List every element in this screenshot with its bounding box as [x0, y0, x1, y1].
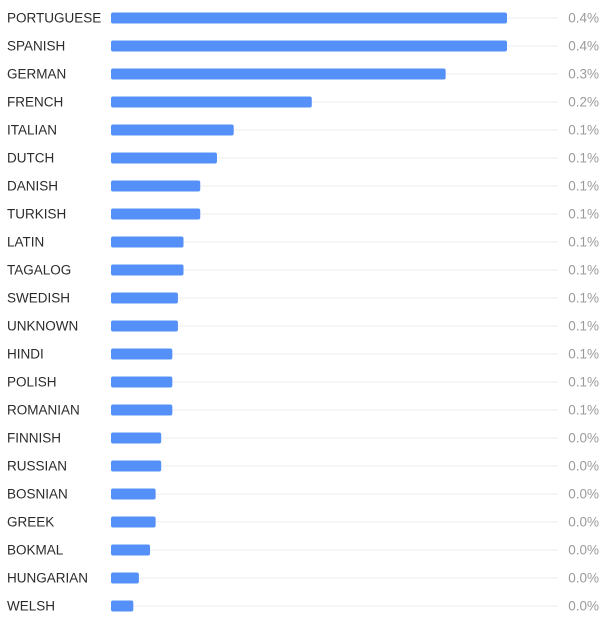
value-label-italian: 0.1%	[568, 123, 599, 138]
value-label-romanian: 0.1%	[568, 403, 599, 418]
category-label-welsh: WELSH	[7, 599, 55, 614]
bar-polish[interactable]	[111, 376, 173, 388]
category-label-french: FRENCH	[7, 95, 63, 110]
value-label-hungarian: 0.0%	[568, 571, 599, 586]
bar-finnish[interactable]	[111, 432, 162, 444]
category-label-danish: DANISH	[7, 179, 58, 194]
category-label-italian: ITALIAN	[7, 123, 57, 138]
value-label-bokmal: 0.0%	[568, 543, 599, 558]
category-label-swedish: SWEDISH	[7, 291, 70, 306]
bar-greek[interactable]	[111, 516, 156, 528]
bar-italian[interactable]	[111, 124, 234, 136]
value-label-greek: 0.0%	[568, 515, 599, 530]
category-label-hindi: HINDI	[7, 347, 44, 362]
value-label-latin: 0.1%	[568, 235, 599, 250]
value-label-tagalog: 0.1%	[568, 263, 599, 278]
value-label-russian: 0.0%	[568, 459, 599, 474]
value-label-dutch: 0.1%	[568, 151, 599, 166]
value-label-welsh: 0.0%	[568, 599, 599, 614]
category-label-bokmal: BOKMAL	[7, 543, 64, 558]
bar-welsh[interactable]	[111, 600, 134, 612]
value-label-danish: 0.1%	[568, 179, 599, 194]
bar-latin[interactable]	[111, 236, 184, 248]
value-label-unknown: 0.1%	[568, 319, 599, 334]
category-label-hungarian: HUNGARIAN	[7, 571, 88, 586]
category-label-latin: LATIN	[7, 235, 44, 250]
bar-portuguese[interactable]	[111, 12, 507, 24]
bar-tagalog[interactable]	[111, 264, 184, 276]
category-label-romanian: ROMANIAN	[7, 403, 80, 418]
category-label-portuguese: PORTUGUESE	[7, 11, 101, 26]
bar-danish[interactable]	[111, 180, 201, 192]
category-label-finnish: FINNISH	[7, 431, 61, 446]
category-label-turkish: TURKISH	[7, 207, 66, 222]
category-label-spanish: SPANISH	[7, 39, 65, 54]
bar-hungarian[interactable]	[111, 572, 139, 584]
category-label-greek: GREEK	[7, 515, 54, 530]
bar-unknown[interactable]	[111, 320, 178, 332]
category-label-russian: RUSSIAN	[7, 459, 67, 474]
bar-swedish[interactable]	[111, 292, 178, 304]
value-label-portuguese: 0.4%	[568, 11, 599, 26]
category-label-tagalog: TAGALOG	[7, 263, 71, 278]
value-label-finnish: 0.0%	[568, 431, 599, 446]
bar-bokmal[interactable]	[111, 544, 151, 556]
bar-dutch[interactable]	[111, 152, 217, 164]
bar-romanian[interactable]	[111, 404, 173, 416]
value-label-french: 0.2%	[568, 95, 599, 110]
value-label-turkish: 0.1%	[568, 207, 599, 222]
value-label-bosnian: 0.0%	[568, 487, 599, 502]
bar-hindi[interactable]	[111, 348, 173, 360]
value-label-german: 0.3%	[568, 67, 599, 82]
category-label-dutch: DUTCH	[7, 151, 54, 166]
category-label-bosnian: BOSNIAN	[7, 487, 68, 502]
category-label-unknown: UNKNOWN	[7, 319, 78, 334]
value-label-swedish: 0.1%	[568, 291, 599, 306]
category-label-polish: POLISH	[7, 375, 57, 390]
value-label-spanish: 0.4%	[568, 39, 599, 54]
value-label-polish: 0.1%	[568, 375, 599, 390]
bar-turkish[interactable]	[111, 208, 201, 220]
bar-bosnian[interactable]	[111, 488, 156, 500]
bar-russian[interactable]	[111, 460, 162, 472]
bar-french[interactable]	[111, 96, 312, 108]
category-label-german: GERMAN	[7, 67, 66, 82]
value-label-hindi: 0.1%	[568, 347, 599, 362]
bar-spanish[interactable]	[111, 40, 507, 52]
bar-german[interactable]	[111, 68, 446, 80]
